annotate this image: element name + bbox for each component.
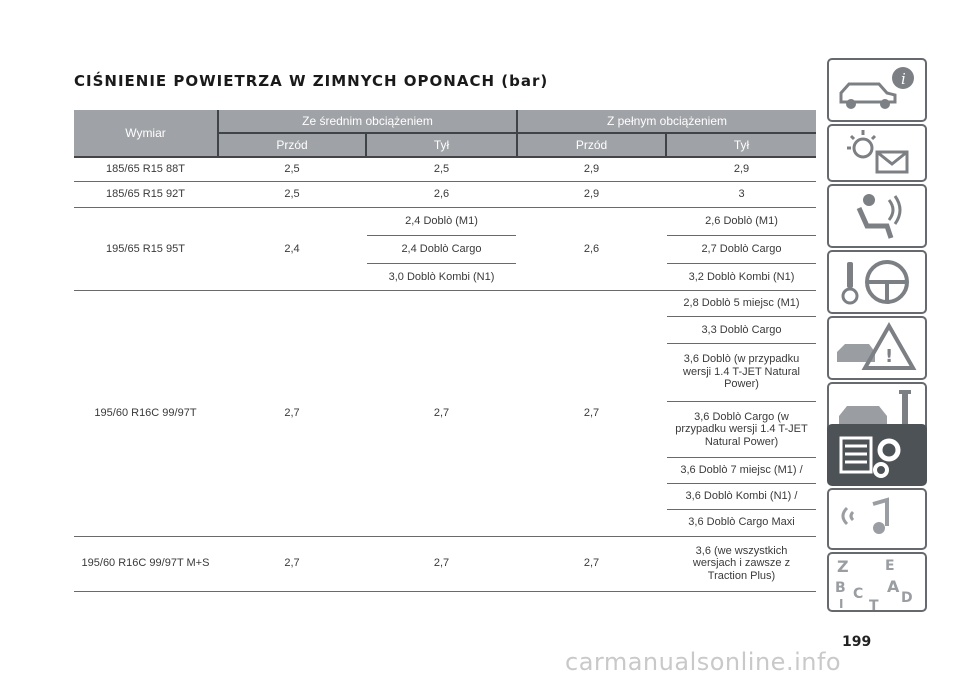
cell-medium-front: 2,4: [284, 242, 300, 255]
cell-medium-rear-variant: 3,0 Doblò Kombi (N1): [388, 270, 495, 283]
svg-text:T: T: [869, 598, 879, 610]
cell-full-rear-variant: 3,6 Doblò Cargo (w przypadku wersji 1.4 …: [675, 410, 808, 448]
header-divider: [217, 110, 219, 156]
tab-car-info[interactable]: i: [827, 58, 927, 122]
cell-size: 195/60 R16C 99/97T M+S: [81, 557, 210, 570]
cell-full-rear-variant: 3,3 Doblò Cargo: [701, 323, 782, 336]
cell-full-rear-variant: 2,8 Doblò 5 miejsc (M1): [683, 297, 800, 310]
cell-full-rear-variant: 3,6 Doblò (w przypadku wersji 1.4 T-JET …: [683, 353, 800, 391]
row-divider: [74, 156, 816, 158]
seat-airbag-icon: [856, 194, 902, 239]
cell-size: 195/65 R15 95T: [106, 242, 185, 255]
cell-size: 185/65 R15 92T: [106, 187, 185, 200]
sub-row-divider: [667, 235, 816, 236]
multimedia-music-icon: [841, 497, 889, 534]
tab-emergency[interactable]: !: [827, 316, 927, 380]
sub-row-divider: [667, 263, 816, 264]
cell-full-rear-variant: 3,6 Doblò Cargo Maxi: [688, 516, 795, 529]
sub-row-divider: [667, 316, 816, 317]
cell-full-rear-variant: 2,6 Doblò (M1): [705, 215, 778, 228]
column-group-full-load: Z pełnym obciążeniem: [518, 110, 816, 132]
row-divider: [74, 591, 816, 592]
cell-medium-rear: 2,5: [433, 162, 450, 175]
cell-medium-front: 2,7: [284, 406, 300, 419]
cell-medium-rear-variant: 2,4 Doblò (M1): [405, 215, 478, 228]
row-divider: [74, 207, 816, 208]
tab-index[interactable]: Z E B A C D I T: [827, 552, 927, 612]
sub-row-divider: [667, 343, 816, 344]
header-divider: [365, 134, 367, 156]
specs-list-gears-icon: [839, 436, 901, 478]
warning-light-message-icon: [847, 130, 909, 174]
sub-row-divider: [667, 509, 816, 510]
emergency-triangle-car-icon: !: [837, 321, 917, 370]
cell-full-front: 2,6: [583, 242, 600, 255]
cell-size: 195/60 R16C 99/97T: [94, 406, 197, 419]
svg-text:I: I: [839, 597, 843, 610]
cell-medium-rear: 2,7: [433, 406, 450, 419]
alphabetical-index-icon: Z E B A C D I T: [835, 557, 913, 610]
sub-row-divider: [367, 235, 516, 236]
row-divider: [74, 290, 816, 291]
sub-row-divider: [667, 457, 816, 458]
cell-full-rear-variant: 3,2 Doblò Kombi (N1): [688, 270, 795, 283]
svg-text:A: A: [887, 577, 900, 596]
tab-safety[interactable]: [827, 184, 927, 248]
tab-starting-driving[interactable]: [827, 250, 927, 314]
column-header-full-front: Przód: [518, 134, 665, 156]
cell-full-front: 2,7: [583, 406, 600, 419]
column-header-medium-rear: Tył: [367, 134, 516, 156]
cell-medium-rear: 2,7: [433, 557, 450, 570]
sub-row-divider: [667, 483, 816, 484]
cell-full-rear-variant: 3,6 Doblò Kombi (N1) /: [685, 490, 798, 503]
svg-text:B: B: [835, 580, 846, 596]
svg-text:!: !: [885, 346, 893, 367]
cell-medium-front: 2,5: [284, 162, 300, 175]
header-divider: [219, 132, 816, 134]
column-header-full-rear: Tył: [667, 134, 816, 156]
cell-full-rear-variant: 3,6 Doblò 7 miejsc (M1) /: [680, 464, 803, 477]
cell-full-rear: 3,6 (we wszystkich wersjach i zawsze z T…: [692, 544, 791, 582]
sub-row-divider: [667, 401, 816, 402]
page-title: CIŚNIENIE POWIETRZA W ZIMNYCH OPONACH (b…: [74, 72, 549, 90]
cell-size: 185/65 R15 88T: [106, 162, 185, 175]
column-header-size: Wymiar: [74, 110, 217, 156]
cell-full-rear: 2,9: [733, 162, 750, 175]
header-divider: [665, 134, 667, 156]
cell-medium-front: 2,5: [284, 187, 300, 200]
cell-full-rear-variant: 2,7 Doblò Cargo: [701, 243, 782, 256]
row-divider: [74, 536, 816, 537]
cell-medium-front: 2,7: [284, 557, 300, 570]
car-info-icon: i: [839, 67, 914, 109]
tab-technical-data[interactable]: [827, 424, 927, 486]
watermark: carmanualsonline.info: [565, 648, 842, 676]
svg-text:C: C: [853, 586, 863, 602]
svg-text:D: D: [901, 590, 913, 606]
cell-full-rear: 3: [738, 187, 745, 200]
column-group-medium-load: Ze średnim obciążeniem: [219, 110, 516, 132]
cell-full-front: 2,9: [583, 162, 600, 175]
svg-text:E: E: [885, 558, 895, 574]
cell-full-front: 2,9: [583, 187, 600, 200]
row-divider: [74, 181, 816, 182]
steering-key-icon: [841, 260, 909, 305]
cell-full-front: 2,7: [583, 557, 600, 570]
svg-text:Z: Z: [837, 557, 849, 576]
svg-text:i: i: [901, 70, 906, 88]
column-header-medium-front: Przód: [219, 134, 365, 156]
tab-multimedia[interactable]: [827, 488, 927, 550]
cell-medium-rear-variant: 2,4 Doblò Cargo: [401, 243, 482, 256]
page-number: 199: [842, 634, 872, 650]
cell-medium-rear: 2,6: [433, 187, 450, 200]
tab-warning-lights[interactable]: [827, 124, 927, 182]
sub-row-divider: [367, 263, 516, 264]
